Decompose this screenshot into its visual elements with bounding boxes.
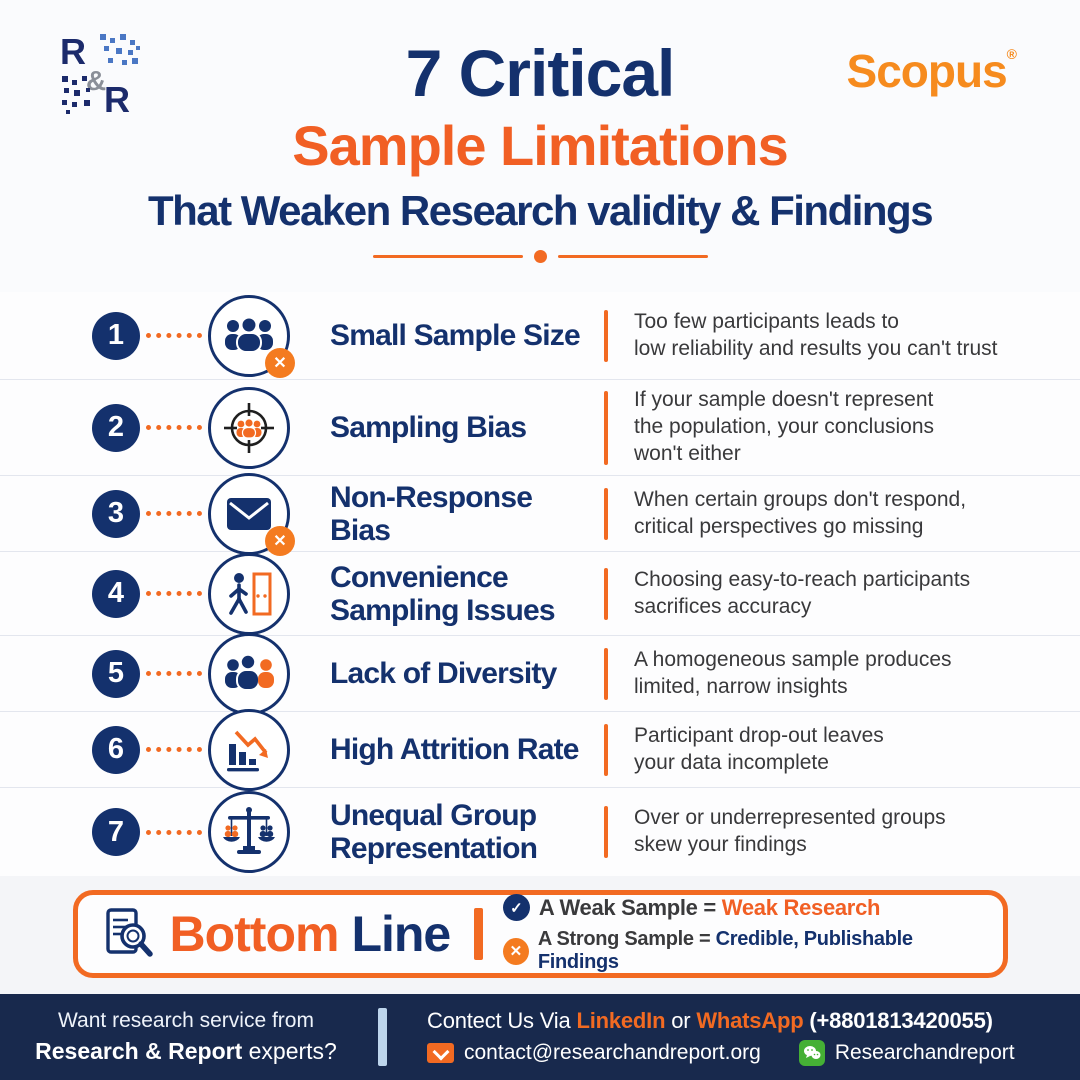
limitations-list: 1 ✕ Small Sample Size Too few participan… [0,292,1080,876]
number-badge: 2 [92,403,140,452]
title-line-3: That Weaken Research validity & Findings [147,187,934,234]
walking-door-icon [208,552,290,635]
divider-dot [533,250,547,263]
item-title: High Attrition Rate [330,733,579,766]
row-non-response-bias: 3 ✕ Non-Response Bias When certain group… [0,472,1080,556]
item-title: Sampling Bias [330,411,527,444]
bottom-line-section: Bottom Line ✓ A Weak Sample = Weak Resea… [0,876,1080,978]
title-line-2: Sample Limitations [292,114,788,177]
row-high-attrition: 6 High Attrition Rate Participant drop-o… [0,708,1080,791]
number-badge: 3 [92,489,140,538]
item-title: Small Sample Size [330,319,581,352]
ornament-divider [0,250,1080,263]
divider [604,309,608,362]
item-description: Choosing easy-to-reach participants sacr… [634,567,971,618]
strong-sample-text: A Strong Sample = Credible, Publishable … [537,928,913,973]
row-convenience-sampling: 4 Convenience Sampling Issues Choosing e… [0,552,1080,636]
divider [604,723,608,776]
bottom-line-word-1: Bottom [169,906,340,962]
check-circle-icon: ✓ [502,894,530,921]
dotted-connector [146,829,202,835]
dotted-connector [146,511,202,516]
footer-divider [378,1008,387,1066]
item-description: When certain groups don't respond, criti… [634,487,967,538]
number-badge: 4 [92,569,140,618]
weak-sample-text: A Weak Sample = Weak Research [538,894,881,920]
row-small-sample-size: 1 ✕ Small Sample Size Too few participan… [0,292,1080,380]
footer-contact: Contect Us Via LinkedIn or WhatsApp (+88… [401,1008,1015,1066]
rr-logo-icon: R & R [58,30,146,118]
item-title: Convenience Sampling Issues [330,560,556,627]
email-line: contact@researchandreport.org Researchan… [427,1040,1015,1066]
divider [604,390,608,465]
linkedin-label: LinkedIn [576,1008,666,1033]
number-badge: 7 [92,808,140,856]
balance-scale-icon [208,791,290,873]
item-description: Participant drop-out leaves your data in… [634,723,884,774]
envelope-x-icon: ✕ [208,472,295,556]
x-badge-icon: ✕ [265,347,295,378]
footer-left-line2: Research & Report experts? [35,1037,337,1064]
declining-chart-icon [208,708,290,791]
item-title: Unequal Group Representation [330,799,538,865]
x-circle-icon: ✕ [502,937,529,965]
divider [604,806,608,858]
item-description: Over or underrepresented groups skew you… [634,806,946,856]
envelope-icon [427,1043,454,1063]
document-magnifier-icon [100,906,156,962]
weak-research-highlight: Weak Research [721,894,881,920]
footer-left-text: Want research service from Research & Re… [0,1007,372,1066]
dotted-connector [146,591,202,596]
item-description: A homogeneous sample produces limited, n… [634,647,952,698]
item-title: Non-Response Bias [330,480,533,547]
wechat-icon [798,1040,825,1066]
row-lack-of-diversity: 5 Lack of Diversity A homogeneous sample… [0,632,1080,715]
email-address: contact@researchandreport.org [464,1041,761,1064]
footer: Want research service from Research & Re… [0,994,1080,1080]
row-unequal-representation: 7 [0,788,1080,876]
row-sampling-bias: 2 Sampling Bias If your sample doesn't r… [0,380,1080,476]
item-title: Lack of Diversity [330,657,557,690]
bottom-line-box: Bottom Line ✓ A Weak Sample = Weak Resea… [72,890,1008,978]
svg-text:R: R [60,31,86,72]
item-description: Too few participants leads to low reliab… [634,309,998,360]
credible-findings-highlight: Credible, Publishable Findings [537,928,913,973]
dotted-connector [146,425,202,430]
divider [604,567,608,620]
contact-line: Contect Us Via LinkedIn or WhatsApp (+88… [427,1008,993,1033]
divider [604,487,608,540]
bottom-line-word-2: Line [351,906,451,962]
divider-line-left [372,255,523,258]
title-line-1: 7 Critical [405,36,676,110]
divider [474,908,483,960]
scopus-logo: Scopus® [846,45,1018,97]
target-people-icon [208,386,290,469]
header: R & R Scopus® 7 Critical Sample Limitati… [0,0,1080,292]
item-description: If your sample doesn't represent the pop… [634,388,935,465]
whatsapp-label: WhatsApp [696,1008,804,1033]
wechat-handle: Researchandreport [834,1041,1015,1064]
number-badge: 6 [92,725,140,774]
diverse-people-icon [208,632,290,715]
number-badge: 1 [92,311,140,360]
x-badge-icon: ✕ [265,525,295,556]
phone-number: (+8801813420055) [803,1008,993,1033]
strong-sample-row: ✕ A Strong Sample = Credible, Publishabl… [502,928,981,974]
number-badge: 5 [92,649,140,698]
svg-text:&: & [86,65,106,96]
bottom-line-rows: ✓ A Weak Sample = Weak Research ✕ A Stro… [502,894,981,974]
divider [604,647,608,700]
people-group-x-icon: ✕ [208,294,295,378]
divider-line-right [557,255,708,258]
dotted-connector [146,747,202,752]
registered-mark: ® [1006,46,1017,62]
weak-sample-row: ✓ A Weak Sample = Weak Research [502,894,981,921]
dotted-connector [146,671,202,676]
svg-text:R: R [104,79,130,118]
footer-left-line1: Want research service from [58,1009,314,1033]
dotted-connector [146,333,202,338]
